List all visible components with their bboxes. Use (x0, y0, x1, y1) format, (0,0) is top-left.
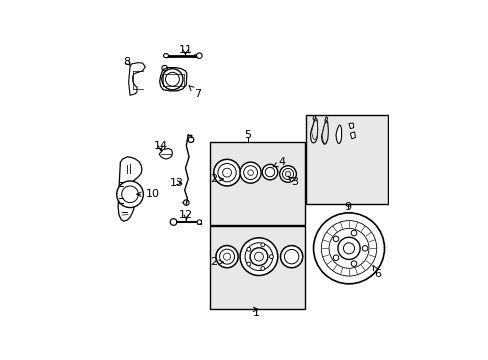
Circle shape (282, 168, 293, 180)
Text: 5: 5 (244, 130, 251, 140)
Circle shape (260, 266, 264, 270)
Circle shape (285, 171, 290, 177)
Circle shape (188, 137, 193, 143)
Circle shape (321, 221, 376, 276)
Circle shape (280, 246, 302, 268)
Circle shape (197, 220, 201, 224)
Text: 13: 13 (170, 177, 184, 188)
Circle shape (196, 53, 202, 58)
Bar (210, 226, 304, 309)
Circle shape (240, 238, 277, 275)
Circle shape (165, 72, 179, 86)
Circle shape (219, 249, 234, 264)
Circle shape (249, 248, 267, 266)
Polygon shape (312, 115, 315, 120)
Polygon shape (163, 54, 168, 58)
Polygon shape (118, 157, 142, 221)
Circle shape (265, 167, 274, 177)
Polygon shape (310, 118, 317, 143)
Text: 9: 9 (344, 202, 350, 212)
Polygon shape (311, 120, 317, 140)
Circle shape (337, 237, 359, 260)
Circle shape (313, 213, 384, 284)
Circle shape (117, 181, 143, 208)
Bar (305, 115, 387, 204)
Circle shape (284, 249, 298, 264)
Circle shape (223, 253, 230, 260)
Text: 10: 10 (136, 189, 160, 199)
Polygon shape (324, 117, 327, 122)
Polygon shape (348, 123, 353, 129)
Circle shape (246, 262, 250, 266)
Circle shape (246, 247, 250, 251)
Text: 7: 7 (189, 86, 201, 99)
Circle shape (350, 230, 356, 236)
Circle shape (244, 243, 272, 270)
Polygon shape (335, 125, 341, 144)
Circle shape (254, 252, 263, 261)
Circle shape (262, 164, 277, 180)
Text: 1: 1 (252, 309, 259, 319)
Circle shape (216, 246, 238, 268)
Circle shape (218, 163, 236, 182)
Circle shape (260, 243, 264, 247)
Bar (210, 141, 304, 225)
Polygon shape (128, 63, 145, 95)
Circle shape (328, 228, 368, 268)
Circle shape (170, 219, 177, 225)
Circle shape (247, 170, 253, 175)
Circle shape (279, 166, 296, 183)
Polygon shape (321, 120, 327, 144)
Circle shape (362, 246, 367, 251)
Polygon shape (159, 149, 172, 159)
Polygon shape (160, 68, 186, 91)
Circle shape (332, 255, 338, 261)
Circle shape (332, 236, 338, 242)
Circle shape (269, 255, 273, 258)
Circle shape (222, 168, 231, 177)
Circle shape (162, 69, 183, 90)
Text: 12: 12 (179, 210, 193, 220)
Text: 4: 4 (272, 157, 285, 167)
Text: 2: 2 (209, 174, 223, 184)
Circle shape (240, 162, 261, 183)
Circle shape (122, 186, 138, 203)
Text: 14: 14 (153, 141, 167, 151)
Circle shape (350, 261, 356, 266)
Circle shape (243, 166, 257, 180)
Circle shape (213, 159, 240, 186)
Text: 8: 8 (123, 57, 131, 67)
Circle shape (183, 200, 189, 205)
Text: 6: 6 (372, 266, 381, 279)
Polygon shape (322, 122, 327, 144)
Polygon shape (350, 132, 355, 139)
Circle shape (343, 243, 354, 254)
Text: 2: 2 (209, 257, 223, 267)
Text: 11: 11 (178, 45, 192, 55)
Text: 3: 3 (287, 176, 297, 187)
